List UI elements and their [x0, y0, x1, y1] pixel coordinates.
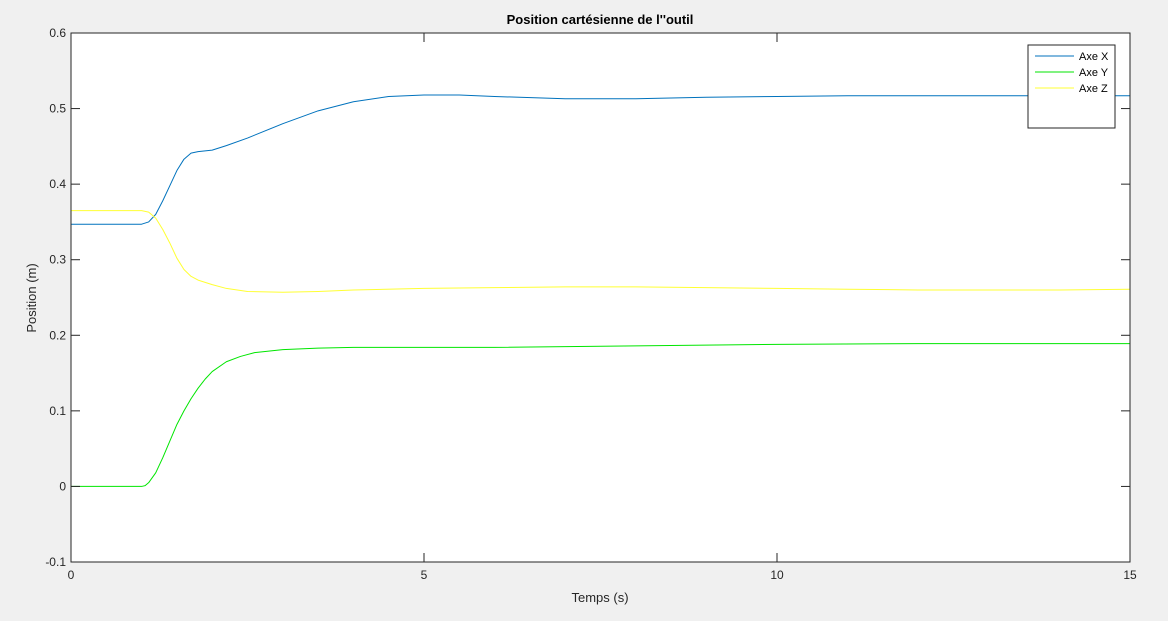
legend-label-2: Axe Y — [1079, 67, 1109, 79]
series-line-1 — [71, 94, 1130, 225]
axes-box — [70, 32, 1131, 563]
x-tick-label: 0 — [68, 568, 75, 582]
legend[interactable]: Axe X Axe Y Axe Z — [1027, 44, 1116, 129]
y-tick-label: 0.6 — [49, 26, 66, 40]
y-tick-label: 0.4 — [49, 177, 66, 191]
legend-box — [1027, 44, 1116, 129]
y-tick-label: 0.2 — [49, 328, 66, 342]
series-line-3 — [71, 210, 1131, 293]
x-tick-label: 10 — [770, 568, 784, 582]
y-tick-label: 0 — [59, 479, 66, 493]
y-tick-label: 0.1 — [49, 404, 66, 418]
ticks-layer: 0 5 10 15-0.100.10.20.30.40.50.6 — [45, 26, 1137, 582]
y-tick-label: 0.5 — [49, 102, 66, 116]
y-tick-label: 0.3 — [49, 253, 66, 267]
x-axis-label: Temps (s) — [571, 590, 628, 605]
y-tick-label: -0.1 — [45, 555, 66, 569]
plot-area[interactable] — [71, 33, 1130, 562]
chart-title: Position cartésienne de l''outil — [507, 12, 694, 27]
x-tick-label: 5 — [421, 568, 428, 582]
x-tick-label: 15 — [1123, 568, 1137, 582]
legend-label-3: Axe Z — [1079, 83, 1108, 95]
series-layer — [71, 94, 1131, 487]
legend-label-1: Axe X — [1079, 51, 1109, 63]
series-line-2 — [71, 343, 1130, 487]
y-axis-label: Position (m) — [24, 263, 39, 332]
